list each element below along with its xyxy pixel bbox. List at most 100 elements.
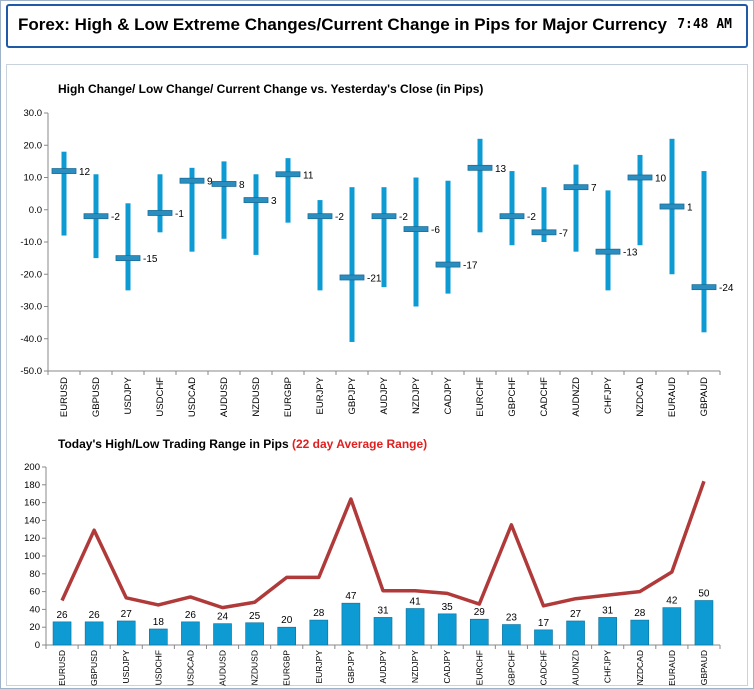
chart2-y-tick-label: 80 xyxy=(29,569,40,580)
chart1-y-tick-label: -50.0 xyxy=(20,366,42,377)
chart2-x-tick-label: CADCHF xyxy=(538,650,548,685)
chart2-x-tick-label: NZDUSD xyxy=(250,650,260,685)
chart2-data-label: 24 xyxy=(217,612,229,623)
chart1-data-label: 1 xyxy=(687,203,693,214)
chart2-bar xyxy=(566,620,585,646)
chart1-current-marker xyxy=(307,213,333,220)
chart1-x-tick-label: EURJPY xyxy=(315,376,326,414)
chart2-bar xyxy=(309,619,329,646)
chart2-y-tick-label: 20 xyxy=(29,622,40,633)
chart1-current-marker xyxy=(531,229,557,236)
chart1-range-bar xyxy=(125,203,131,291)
chart2-x-tick-label: EURUSD xyxy=(57,650,67,686)
chart1-range-bar xyxy=(349,187,355,342)
chart1-data-label: -13 xyxy=(623,248,638,259)
chart1-current-marker xyxy=(595,248,621,255)
chart1-current-marker xyxy=(691,284,717,291)
page-title: Forex: High & Low Extreme Changes/Curren… xyxy=(18,15,667,34)
chart1-range-bar xyxy=(157,174,163,233)
chart1-current-marker xyxy=(339,274,365,281)
chart2-bar xyxy=(469,618,489,646)
chart2-data-label: 17 xyxy=(538,618,550,629)
chart1-current-marker xyxy=(83,213,109,220)
chart2-bar xyxy=(598,617,617,646)
chart1-data-label: 12 xyxy=(79,167,91,178)
chart1-current-marker xyxy=(435,261,461,268)
chart2-x-tick-label: EURCHF xyxy=(474,650,484,685)
chart2-data-label: 27 xyxy=(570,609,582,620)
chart2-y-tick-label: 140 xyxy=(24,515,40,526)
chart2-bar xyxy=(405,608,425,646)
chart2-data-label: 20 xyxy=(281,615,293,626)
chart1-current-marker xyxy=(403,226,429,233)
chart1-data-label: -2 xyxy=(527,212,536,223)
chart1-data-label: 11 xyxy=(303,170,314,181)
chart1-data-label: 3 xyxy=(271,196,277,207)
chart1-range-bar xyxy=(317,200,323,291)
chart1-x-tick-label: AUDUSD xyxy=(219,377,230,417)
chart2-bar xyxy=(245,622,264,646)
chart1-x-tick-label: GBPJPY xyxy=(347,376,358,414)
chart2-y-tick-label: 40 xyxy=(29,604,40,615)
chart1-current-marker xyxy=(275,171,301,178)
chart2-data-label: 23 xyxy=(506,613,518,624)
chart2-y-tick-label: 100 xyxy=(24,551,40,562)
chart2-x-tick-label: GBPJPY xyxy=(346,650,356,684)
chart1-x-tick-label: CHFJPY xyxy=(603,376,614,414)
chart1-y-tick-label: 0.0 xyxy=(29,205,42,216)
chart2-bar xyxy=(181,621,200,646)
chart1-range-bar xyxy=(605,190,611,291)
chart1-y-tick-label: 30.0 xyxy=(24,108,43,119)
chart2-bar xyxy=(694,600,714,646)
chart1-x-tick-label: EURUSD xyxy=(59,377,70,417)
chart2-title-highlight: (22 day Average Range) xyxy=(292,437,427,451)
chart1-y-tick-label: 10.0 xyxy=(24,173,43,184)
chart1-title: High Change/ Low Change/ Current Change … xyxy=(58,82,483,96)
chart1-x-tick-label: GBPAUD xyxy=(699,377,710,417)
chart1-data-label: -2 xyxy=(111,212,120,223)
chart1-x-tick-label: EURGBP xyxy=(283,377,294,417)
chart1-y-tick-label: -20.0 xyxy=(20,269,42,280)
chart1-x-tick-label: NZDUSD xyxy=(251,377,262,417)
chart1-range-bar xyxy=(189,167,195,252)
chart1-x-tick-label: USDCAD xyxy=(187,377,198,417)
chart1-data-label: -2 xyxy=(399,212,408,223)
chart1-current-marker xyxy=(563,184,589,191)
chart1-data-label: 13 xyxy=(495,164,507,175)
chart1-data-label: -1 xyxy=(175,209,184,220)
chart1-data-label: -21 xyxy=(367,273,382,284)
chart2-data-label: 31 xyxy=(377,605,389,616)
chart1-data-label: -7 xyxy=(559,228,568,239)
chart2-x-tick-label: EURGBP xyxy=(282,650,292,686)
chart2-data-label: 29 xyxy=(474,607,486,618)
chart1-x-tick-label: CADCHF xyxy=(539,377,550,417)
chart1-current-marker xyxy=(499,213,525,220)
chart1-range-bar xyxy=(701,171,707,333)
chart1-current-marker xyxy=(211,181,237,187)
chart1-x-tick-label: AUDJPY xyxy=(379,376,390,414)
chart2-data-label: 26 xyxy=(185,610,197,621)
chart1-x-tick-label: NZDCAD xyxy=(635,377,646,417)
chart2-bar xyxy=(213,623,232,646)
chart2-bar xyxy=(277,626,297,646)
chart1-y-tick-label: -30.0 xyxy=(20,302,42,313)
chart1-x-tick-label: USDJPY xyxy=(123,376,134,414)
chart2-data-label: 26 xyxy=(89,610,101,621)
chart2-data-label: 35 xyxy=(442,602,454,613)
chart1-x-tick-label: EURAUD xyxy=(667,377,678,417)
chart1-x-tick-label: CADJPY xyxy=(443,376,454,414)
chart2-bar xyxy=(84,621,104,646)
chart2-title: Today's High/Low Trading Range in Pips (… xyxy=(58,437,427,451)
chart1-data-label: 9 xyxy=(207,177,213,188)
charts-panel xyxy=(6,64,748,686)
chart2-data-label: 26 xyxy=(56,610,68,621)
chart2-bar xyxy=(630,619,650,646)
header-banner: Forex: High & Low Extreme Changes/Curren… xyxy=(6,4,748,48)
chart2-x-tick-label: AUDUSD xyxy=(218,650,228,686)
chart2-bar xyxy=(437,613,457,646)
chart2-x-tick-label: AUDNZD xyxy=(571,650,581,685)
chart1-data-label: 10 xyxy=(655,174,667,185)
chart1-x-tick-label: USDCHF xyxy=(155,377,166,417)
chart2-x-tick-label: GBPAUD xyxy=(699,650,709,685)
